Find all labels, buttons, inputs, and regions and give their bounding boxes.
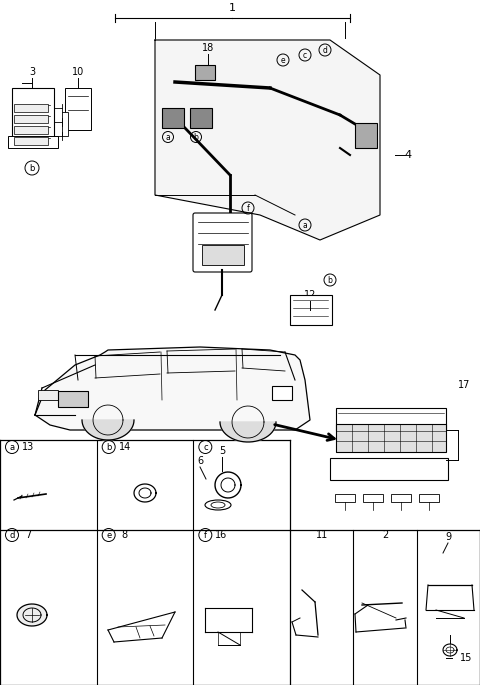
Bar [195,65,215,80]
Text: 16: 16 [215,530,228,540]
Bar [38,390,58,400]
Text: 13: 13 [22,442,34,452]
Bar [12,88,54,140]
Bar [65,88,91,130]
Polygon shape [220,422,276,442]
Text: b: b [29,164,35,173]
Text: 18: 18 [202,43,214,53]
Text: 1: 1 [228,3,236,13]
Text: 6: 6 [197,456,203,466]
Polygon shape [82,420,134,440]
Text: b: b [327,275,333,284]
Text: d: d [9,530,15,540]
Text: 5: 5 [219,446,225,456]
Bar [330,458,448,480]
Text: 15: 15 [460,653,472,663]
Bar [190,108,212,128]
Text: a: a [10,443,14,451]
Text: 8: 8 [121,530,128,540]
Bar [162,108,184,128]
Bar [336,424,446,452]
Text: 11: 11 [315,530,328,540]
Text: a: a [302,221,307,229]
Text: 2: 2 [382,530,388,540]
Text: 7: 7 [25,530,31,540]
Bar [14,126,48,134]
Polygon shape [17,604,47,626]
Text: d: d [323,45,327,55]
Ellipse shape [205,500,231,510]
Text: b: b [106,443,111,451]
Text: 3: 3 [29,67,35,77]
Text: e: e [106,530,111,540]
Bar [8,136,58,148]
Bar [391,494,411,502]
Text: c: c [303,51,307,60]
Text: f: f [204,530,207,540]
FancyBboxPatch shape [193,213,252,272]
Bar [355,123,377,148]
Text: a: a [166,132,170,142]
Ellipse shape [211,502,225,508]
Bar [14,115,48,123]
Polygon shape [35,347,310,430]
Text: e: e [281,55,285,64]
Text: 17: 17 [458,380,470,390]
Bar [14,104,48,112]
Bar [58,391,88,407]
Bar [290,295,332,325]
Bar [363,494,383,502]
Text: c: c [203,443,208,451]
Text: b: b [193,132,198,142]
Bar [335,494,355,502]
Bar [419,494,439,502]
Polygon shape [155,40,380,240]
Bar [14,137,48,145]
Text: 4: 4 [405,150,411,160]
Bar [202,245,244,265]
Text: 9: 9 [445,532,451,542]
Bar [62,112,68,136]
Text: f: f [247,203,250,212]
Bar [272,386,292,400]
Bar [336,408,446,430]
Text: 14: 14 [119,442,131,452]
Text: 12: 12 [304,290,316,300]
Text: 10: 10 [72,67,84,77]
